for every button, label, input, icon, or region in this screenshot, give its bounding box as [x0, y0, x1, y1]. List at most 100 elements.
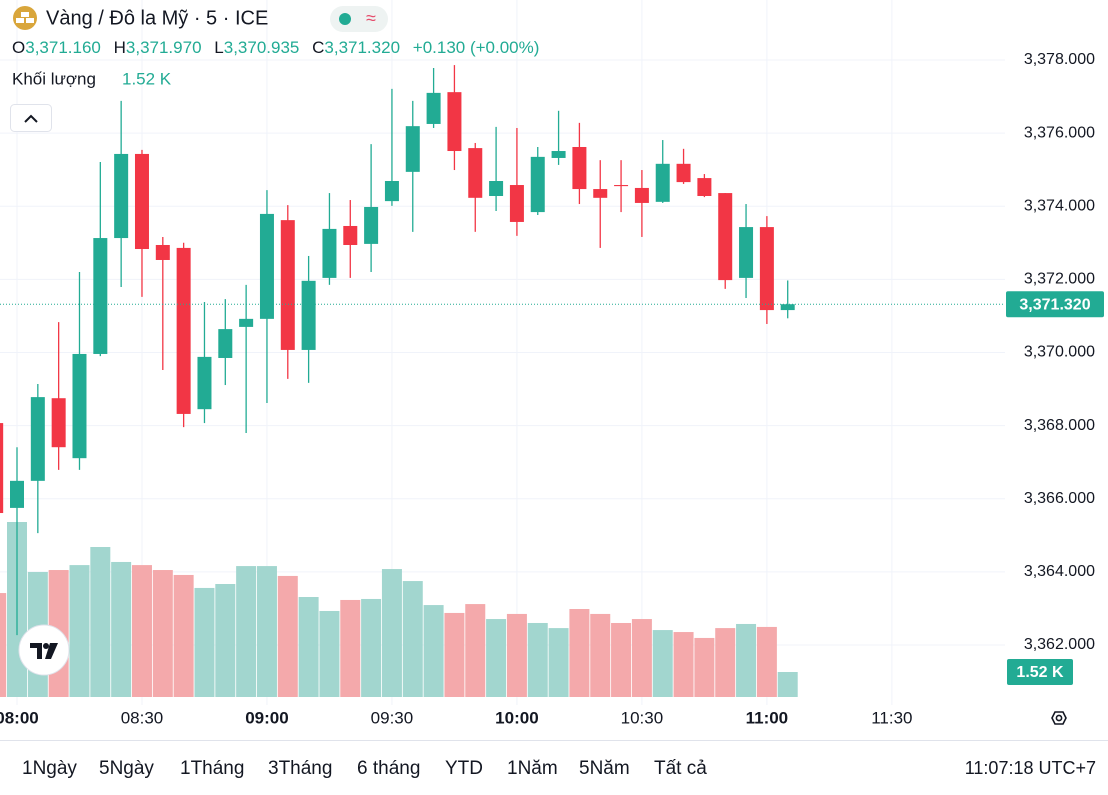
- market-open-dot: [339, 13, 351, 25]
- volume-bar: [631, 619, 652, 697]
- settings-icon: [1055, 714, 1063, 722]
- volume-bar: [340, 599, 361, 697]
- candle-body: [614, 185, 629, 187]
- candle-body: [343, 225, 358, 245]
- header: Vàng / Đô la Mỹ · 5 · ICE ≈ O3,371.160 H…: [10, 6, 539, 132]
- candle-body: [93, 238, 108, 354]
- x-tick-label: 09:00: [245, 708, 288, 727]
- status-pill[interactable]: [330, 6, 388, 32]
- volume-bar: [111, 561, 132, 697]
- y-tick-label: 3,374.000: [1024, 197, 1095, 214]
- range-button[interactable]: 1Tháng: [180, 758, 244, 779]
- candle-body: [739, 227, 754, 278]
- volume-bar: [361, 598, 382, 697]
- volume-bar: [402, 581, 423, 697]
- candle-body: [593, 189, 608, 198]
- range-button[interactable]: Tất cả: [654, 758, 707, 779]
- candle-body: [10, 480, 24, 508]
- volume-bar: [465, 604, 486, 697]
- candle-body: [197, 356, 212, 410]
- y-tick-label: 3,366.000: [1024, 490, 1095, 507]
- candle-body: [280, 220, 295, 350]
- candle-body: [426, 92, 441, 124]
- o-label: O: [12, 38, 25, 57]
- c-value: 3,371.320: [324, 38, 400, 57]
- volume-bar: [590, 613, 611, 697]
- volume-bar: [0, 593, 7, 697]
- volume-bar: [756, 626, 777, 697]
- volume-bar: [194, 587, 215, 697]
- candle-body: [530, 156, 545, 213]
- logo[interactable]: [18, 624, 70, 676]
- range-button[interactable]: 1Năm: [507, 758, 558, 779]
- volume-bar: [548, 628, 569, 697]
- volume-value: 1.52 K: [122, 69, 172, 88]
- volume-bar: [694, 637, 715, 697]
- volume-bar: [90, 547, 111, 697]
- clock: 11:07:18 UTC+7: [965, 758, 1096, 778]
- candle-body: [30, 397, 45, 481]
- volume-bar: [673, 632, 694, 697]
- c-label: C: [312, 38, 324, 57]
- volume-bar: [715, 628, 736, 697]
- range-button[interactable]: 1Ngày: [22, 758, 77, 779]
- volume-bar: [298, 597, 319, 697]
- volume-title: Khối lượng: [12, 69, 96, 88]
- candle-body: [239, 318, 254, 327]
- candle-body: [134, 153, 149, 250]
- volume-bar: [256, 566, 277, 697]
- y-tick-label: 3,362.000: [1024, 636, 1095, 653]
- candle-body: [301, 280, 316, 350]
- icon-bar: [21, 12, 29, 17]
- y-tick-label: 3,368.000: [1024, 417, 1095, 434]
- candle-body: [780, 304, 795, 311]
- candle-body: [468, 148, 483, 198]
- candle-body: [114, 153, 129, 239]
- candle-body: [155, 244, 170, 260]
- symbol-title: Vàng / Đô la Mỹ · 5 · ICE: [46, 7, 268, 29]
- symbol-icon: [13, 6, 37, 30]
- volume-value-box: [1007, 659, 1073, 685]
- volume-bar: [777, 672, 798, 697]
- candle-body: [51, 398, 66, 448]
- last-price-label: 3,371.320: [1019, 296, 1090, 313]
- y-tick-label: 3,364.000: [1024, 563, 1095, 580]
- volume-value-label: 1.52 K: [1016, 664, 1064, 681]
- volume-bar: [277, 575, 298, 697]
- l-label: L: [214, 38, 223, 57]
- volume-bar: [319, 610, 340, 697]
- volume-bar: [444, 612, 465, 697]
- volume-bar: [215, 584, 236, 697]
- volume-bar: [423, 605, 444, 697]
- logo-glyph: [30, 643, 42, 659]
- candle-body: [364, 206, 379, 244]
- collapse-button[interactable]: [10, 104, 52, 132]
- volume-bar: [652, 630, 673, 697]
- volume-bar: [486, 619, 507, 697]
- candle-body: [0, 423, 4, 514]
- candle-body: [676, 163, 691, 183]
- volume-bar: [173, 574, 194, 697]
- range-button[interactable]: 6 tháng: [357, 758, 420, 779]
- candle-body: [218, 329, 233, 358]
- l-value: 3,370.935: [224, 38, 300, 57]
- volume-bar: [527, 622, 548, 697]
- footer: 11:07:18 UTC+7 1Ngày 5Ngày 1Tháng 3Tháng 6 t…: [22, 758, 1096, 779]
- volume-bar: [736, 623, 757, 697]
- range-button[interactable]: YTD: [445, 758, 483, 779]
- settings-button[interactable]: [1051, 711, 1067, 725]
- candle-body: [509, 185, 524, 222]
- candle-body: [551, 151, 566, 158]
- candle-body: [572, 146, 587, 190]
- collapse-icon: [24, 114, 38, 123]
- x-tick-label: 11:00: [746, 708, 789, 727]
- range-button[interactable]: 5Năm: [579, 758, 630, 779]
- last-price-box: [1006, 291, 1104, 318]
- range-button[interactable]: 3Tháng: [268, 758, 332, 779]
- candle-body: [447, 92, 462, 152]
- range-button[interactable]: 5Ngày: [99, 758, 154, 779]
- volume-bar: [506, 613, 527, 697]
- candle-body: [759, 227, 774, 311]
- x-tick-label: 10:30: [621, 708, 664, 727]
